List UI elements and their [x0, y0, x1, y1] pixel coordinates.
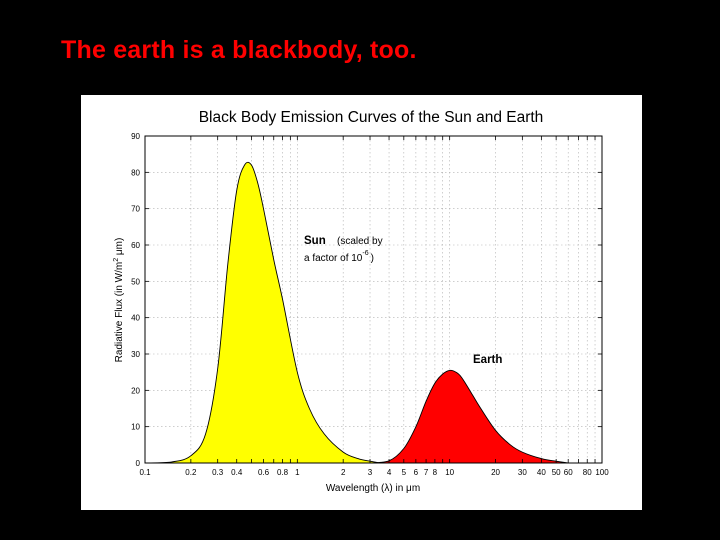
- x-tick-label: 50: [552, 468, 561, 477]
- series-area-sun: [144, 161, 381, 464]
- x-tick-label: 0.4: [231, 468, 243, 477]
- sun-scale-note-line1: (scaled by: [337, 236, 383, 247]
- x-tick-label: 7: [424, 468, 429, 477]
- slide-title: The earth is a blackbody, too.: [61, 36, 417, 64]
- y-tick-label: 70: [131, 205, 140, 214]
- sun-label: Sun: [304, 235, 326, 247]
- y-tick-label: 50: [131, 277, 140, 286]
- chart-figure: 0 10 20 30 40 50 60 70 80 90 0.1 0.2 0.3 0.4 0.6 0.8 1 2 3…: [81, 95, 642, 510]
- chart-title: Black Body Emission Curves of the Sun an…: [199, 109, 544, 126]
- series-area-earth: [369, 369, 569, 464]
- x-axis-label: Wavelength (λ) in μm: [326, 483, 420, 494]
- x-tick-label: 100: [595, 468, 609, 477]
- y-tick-label: 10: [131, 423, 140, 432]
- y-tick-label: 90: [131, 132, 140, 141]
- x-tick-label: 3: [368, 468, 373, 477]
- y-tick-label: 80: [131, 168, 140, 177]
- y-tick-label: 60: [131, 241, 140, 250]
- y-tick-label: 30: [131, 350, 140, 359]
- plot-frame: [144, 135, 603, 464]
- x-tick-label: 40: [537, 468, 546, 477]
- x-tick-label: 1: [295, 468, 300, 477]
- y-tick-label: 40: [131, 314, 140, 323]
- y-tick-label: 0: [136, 459, 141, 468]
- emission-areas: [144, 161, 569, 464]
- x-tick-label: 60: [564, 468, 573, 477]
- x-tick-label: 5: [402, 468, 407, 477]
- earth-label: Earth: [473, 354, 502, 366]
- x-tick-label: 30: [518, 468, 527, 477]
- x-tick-label: 0.1: [139, 468, 151, 477]
- x-tick-label: 0.3: [212, 468, 224, 477]
- y-tick-label: 20: [131, 386, 140, 395]
- x-tick-label: 6: [414, 468, 419, 477]
- x-tick-label: 80: [583, 468, 592, 477]
- x-tick-label: 0.8: [277, 468, 289, 477]
- x-tick-label: 0.2: [185, 468, 197, 477]
- x-tick-label: 0.6: [258, 468, 270, 477]
- y-axis-label: Radiative Flux (in W/m2 μm): [113, 238, 125, 363]
- x-tick-label: 8: [433, 468, 438, 477]
- sun-scale-note-line2: a factor of 10-6): [304, 250, 374, 264]
- x-tick-label: 4: [387, 468, 392, 477]
- x-tick-label: 10: [445, 468, 454, 477]
- x-tick-label: 20: [491, 468, 500, 477]
- x-tick-label: 2: [341, 468, 346, 477]
